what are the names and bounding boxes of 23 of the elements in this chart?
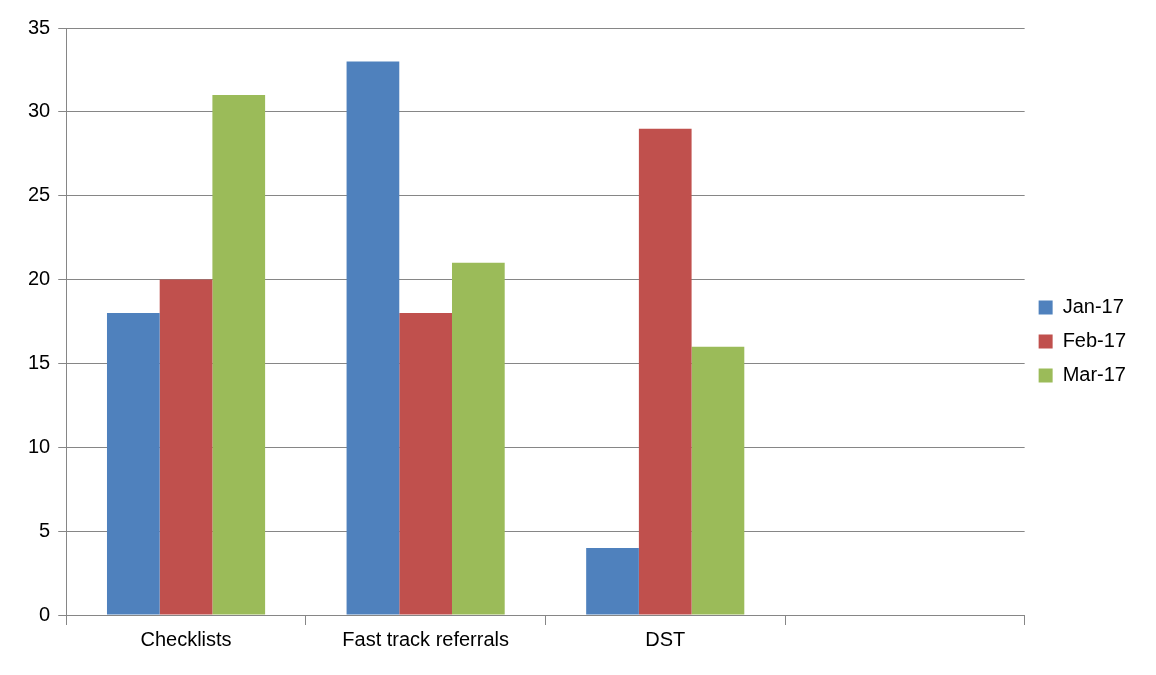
- x-tick-label: Checklists: [140, 627, 232, 650]
- y-tick-label: 0: [39, 602, 51, 625]
- y-tick-label: 5: [39, 518, 51, 541]
- x-tick-label: Fast track referrals: [342, 627, 509, 650]
- y-tick-label: 30: [28, 99, 51, 122]
- bar: [212, 95, 266, 615]
- legend-label: Feb-17: [1062, 329, 1127, 352]
- bar: [159, 279, 213, 615]
- y-tick-label: 25: [28, 183, 51, 206]
- bar: [106, 313, 160, 615]
- legend-label: Jan-17: [1062, 295, 1124, 318]
- x-tick-label: DST: [645, 627, 686, 650]
- y-tick-label: 10: [28, 434, 51, 457]
- bar: [638, 128, 692, 615]
- bar: [346, 61, 400, 615]
- bar: [691, 346, 745, 615]
- y-tick-label: 20: [28, 267, 51, 290]
- legend-label: Mar-17: [1062, 363, 1126, 386]
- y-tick-label: 15: [28, 350, 51, 373]
- y-tick-label: 35: [28, 15, 51, 38]
- bar: [452, 262, 505, 615]
- bar: [586, 547, 639, 615]
- bar: [399, 313, 452, 615]
